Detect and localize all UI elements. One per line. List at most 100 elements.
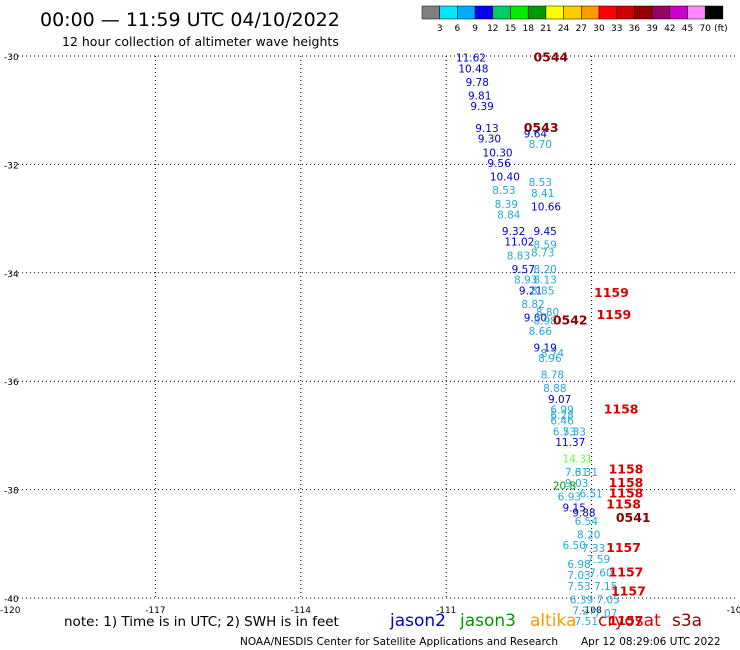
color-scale-label: 6 bbox=[455, 24, 461, 34]
color-scale-swatch bbox=[687, 5, 706, 20]
wave-height-label: 6.46 bbox=[550, 416, 574, 428]
wave-height-label: 6.99 bbox=[550, 405, 573, 417]
x-tick-label: -105 bbox=[727, 606, 740, 616]
pass-time-label: 1158 bbox=[606, 497, 641, 512]
wave-height-label: 7.59 bbox=[587, 554, 610, 566]
wave-height-label: 9.21 bbox=[519, 285, 542, 297]
legend: jason2 jason3 altika cryosat s3a bbox=[389, 611, 702, 631]
wave-height-label: 8.66 bbox=[529, 326, 553, 338]
wave-height-label: 8.93 bbox=[514, 275, 537, 287]
wave-height-label: 8.83 bbox=[507, 250, 530, 262]
color-scale-label: 36 bbox=[629, 24, 641, 34]
color-scale-swatch bbox=[651, 5, 671, 20]
y-tick-label: -30 bbox=[4, 53, 19, 63]
pass-time-label: 0542 bbox=[553, 312, 588, 327]
pass-time-label: 1158 bbox=[609, 486, 644, 501]
color-scale-swatch bbox=[616, 5, 635, 20]
wave-height-label: 7.15 bbox=[594, 581, 617, 593]
x-tick-label: -108 bbox=[581, 606, 602, 616]
pass-time-label: 1159 bbox=[596, 307, 631, 322]
color-scale-swatch bbox=[598, 5, 617, 20]
wave-height-label: 9.45 bbox=[533, 226, 556, 238]
color-scale-swatch bbox=[669, 5, 688, 20]
wave-height-label: 9.88 bbox=[572, 508, 595, 520]
wave-height-label: 8.78 bbox=[541, 369, 564, 381]
wave-height-label: 8.84 bbox=[497, 210, 521, 222]
wave-height-label: 7.07 bbox=[594, 608, 617, 620]
wave-height-label: 8.96 bbox=[538, 353, 562, 365]
x-tick-label: -117 bbox=[145, 606, 165, 616]
color-scale-swatch bbox=[704, 5, 724, 20]
wave-height-label: 6.54 bbox=[575, 516, 599, 528]
wave-height-label: 8.41 bbox=[531, 188, 554, 200]
wave-height-label: 20.8 bbox=[553, 481, 576, 493]
pass-time-label: 1158 bbox=[609, 461, 644, 476]
legend-entry: cryosat bbox=[598, 611, 661, 631]
wave-height-label: 9.32 bbox=[502, 226, 525, 238]
wave-height-label: 9.03 bbox=[565, 478, 588, 490]
wave-height-label: 9.07 bbox=[548, 394, 571, 406]
color-scale-swatch bbox=[421, 5, 440, 20]
pass-time-label: 0543 bbox=[524, 120, 559, 135]
wave-height-label: 7.33 bbox=[582, 543, 605, 555]
wave-height-label: 6.98 bbox=[567, 559, 590, 571]
wave-height-label: 6.50 bbox=[563, 540, 586, 552]
wave-height-label: 8.20 bbox=[577, 529, 600, 541]
color-scale-label: 27 bbox=[576, 24, 587, 34]
color-scale-swatch bbox=[527, 5, 547, 20]
wave-height-label: 6.31 bbox=[575, 467, 598, 479]
wave-height-label: 8.39 bbox=[495, 199, 518, 211]
color-scale: 3 6 9 12 15 18 21 24 27 30 33 36 39 42 45 70 (ft) bbox=[421, 5, 728, 34]
wave-height-label: 8.98 bbox=[533, 315, 556, 327]
wave-height-label: 9.64 bbox=[524, 128, 548, 140]
wave-height-label: 8.59 bbox=[533, 239, 556, 251]
wave-height-label: 9.60 bbox=[524, 313, 547, 325]
wave-height-label: 7.03 bbox=[567, 570, 590, 582]
color-scale-swatch bbox=[510, 5, 529, 20]
color-scale-swatch bbox=[439, 5, 458, 20]
color-scale-label: 9 bbox=[472, 24, 478, 34]
color-scale-swatch bbox=[634, 5, 653, 20]
color-scale-label: 39 bbox=[646, 24, 658, 34]
color-scale-label: 45 bbox=[682, 24, 693, 34]
wave-height-label: 9.81 bbox=[468, 90, 491, 102]
wave-height-label: 9.30 bbox=[478, 134, 501, 146]
wave-height-label: 7.05 bbox=[596, 594, 619, 606]
color-scale-swatch bbox=[492, 5, 511, 20]
pass-time-label: 0541 bbox=[616, 510, 651, 525]
y-tick-label: -36 bbox=[4, 378, 19, 388]
color-scale-unit: (ft) bbox=[714, 24, 728, 34]
color-scale-swatch bbox=[474, 5, 494, 20]
color-scale-swatch bbox=[563, 5, 582, 20]
wave-height-label: 9.39 bbox=[470, 101, 493, 113]
wave-height-label: 11.02 bbox=[504, 237, 534, 249]
wave-height-label: 8.70 bbox=[529, 139, 552, 151]
wave-height-label: 7.33 bbox=[563, 426, 586, 438]
legend-entry: s3a bbox=[672, 611, 702, 631]
wave-height-label: 11.62 bbox=[456, 52, 486, 64]
wave-height-label: 6.53 bbox=[553, 426, 576, 438]
wave-height-label: 8.88 bbox=[543, 383, 566, 395]
wave-height-label: 10.40 bbox=[490, 172, 520, 184]
chart-subtitle: 12 hour collection of altimeter wave hei… bbox=[62, 34, 339, 49]
wave-height-label: 8.53 bbox=[529, 177, 552, 189]
wave-height-label: 8.20 bbox=[533, 264, 556, 276]
wave-height-label: 11.37 bbox=[555, 437, 585, 449]
color-scale-swatch bbox=[545, 5, 564, 20]
color-scale-label: 3 bbox=[437, 24, 443, 34]
color-scale-label: 33 bbox=[611, 24, 622, 34]
corner-tick-label: -120 bbox=[0, 606, 21, 616]
color-scale-label: 24 bbox=[558, 24, 570, 34]
color-scale-label: 18 bbox=[522, 24, 534, 34]
color-scale-label: 12 bbox=[487, 24, 498, 34]
legend-entry: jason3 bbox=[459, 611, 516, 631]
color-scale-label: 30 bbox=[593, 24, 605, 34]
wave-height-label: 6.39 bbox=[570, 594, 593, 606]
wave-height-label: 6.28 bbox=[550, 410, 573, 422]
wave-height-label: 8.13 bbox=[533, 275, 556, 287]
pass-time-label: 1159 bbox=[594, 285, 629, 300]
wave-height-label: 9.57 bbox=[512, 264, 535, 276]
color-scale-label: 42 bbox=[664, 24, 675, 34]
